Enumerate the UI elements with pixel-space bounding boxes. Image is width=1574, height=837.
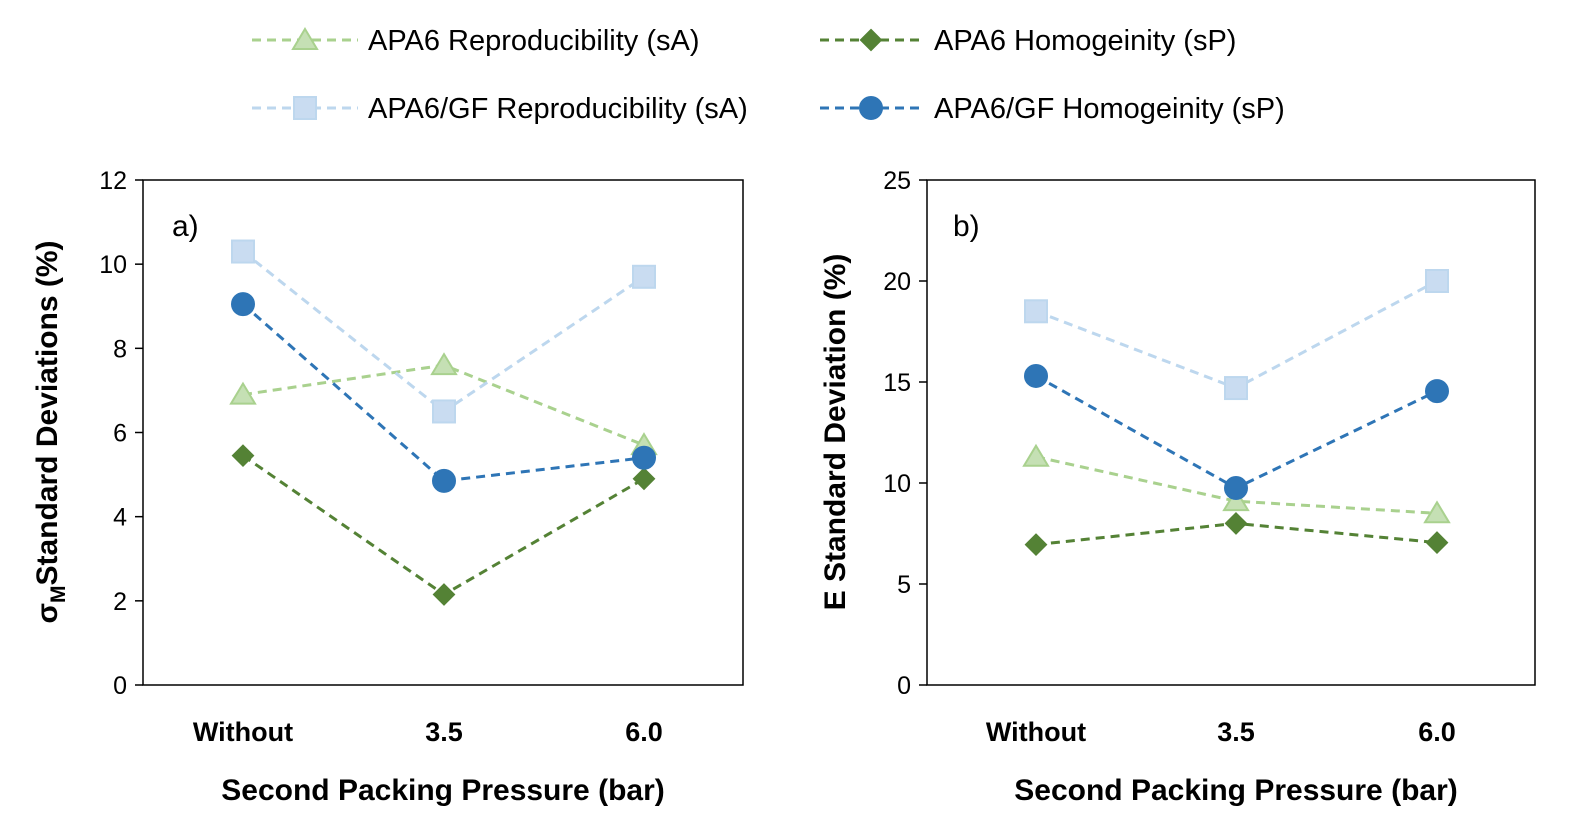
x-tick-label: Without <box>986 717 1086 747</box>
y-tick-label: 20 <box>883 268 911 296</box>
legend-entry-apa6gf-reproducibility: APA6/GF Reproducibility (sA) <box>252 93 748 125</box>
data-point-circle <box>1425 379 1449 404</box>
x-tick-label: 3.5 <box>1217 717 1255 747</box>
data-point-circle <box>432 468 456 493</box>
x-tick-label: 3.5 <box>425 717 463 747</box>
data-point-triangle <box>430 352 458 376</box>
data-point-diamond <box>632 467 656 491</box>
plot-areas: 0 2 4 6 8 10 12 Without 3.5 6.0 0 5 10 15 20 25 Without 3… <box>99 167 1536 747</box>
data-point-diamond <box>1024 533 1048 557</box>
legend-entry-apa6-reproducibility: APA6 Reproducibility (sA) <box>252 25 699 57</box>
y-axis-title-a: σMStandard Deviations (%) <box>31 240 70 623</box>
series-line <box>1035 279 1438 390</box>
x-axis-title-b: Second Packing Pressure (bar) <box>1014 774 1458 807</box>
legend-marker-diamond <box>859 28 883 52</box>
series-apa6-homogeinity-sp <box>231 444 656 606</box>
chart-b: b) Second Packing Pressure (bar) E Stand… <box>819 210 1458 807</box>
y-tick-label: 6 <box>113 420 127 448</box>
legend-label-apa6-reproducibility: APA6 Reproducibility (sA) <box>368 25 699 57</box>
series-apa6-gf-reproducibility-sa <box>1024 269 1449 401</box>
y-tick-label: 15 <box>883 369 911 397</box>
data-point-triangle <box>1222 488 1250 512</box>
legend-entry-apa6gf-homogeinity: APA6/GF Homogeinity (sP) <box>820 93 1285 125</box>
y-tick-label: 8 <box>113 335 127 363</box>
data-point-circle <box>231 292 255 317</box>
x-tick-label: 6.0 <box>625 717 663 747</box>
legend-marker-circle <box>859 96 883 120</box>
series-line <box>1035 455 1438 515</box>
y-tick-label: 4 <box>113 504 127 532</box>
data-point-circle <box>1224 476 1248 501</box>
y-axis-title-a-subscript: M <box>47 586 70 604</box>
series-apa6-gf-homogeinity-sp <box>231 292 656 493</box>
data-point-triangle <box>229 381 257 405</box>
data-point-square <box>231 239 255 264</box>
data-point-triangle <box>1423 500 1451 524</box>
y-tick-label: 10 <box>883 470 911 498</box>
series-apa6-homogeinity-sp <box>1024 511 1449 557</box>
x-tick-label: 6.0 <box>1418 717 1456 747</box>
legend-label-apa6gf-reproducibility: APA6/GF Reproducibility (sA) <box>368 93 748 125</box>
plot-area-a: 0 2 4 6 8 10 12 Without 3.5 6.0 <box>99 167 744 747</box>
data-point-square <box>1224 376 1248 401</box>
legend-label-apa6-homogeinity: APA6 Homogeinity (sP) <box>934 25 1236 57</box>
data-point-diamond <box>1224 511 1248 535</box>
x-tick-label: Without <box>193 717 293 747</box>
panel-label-a: a) <box>172 210 199 243</box>
data-point-triangle <box>1022 443 1050 467</box>
series-apa6-reproducibility-sa <box>1022 443 1451 524</box>
y-tick-label: 5 <box>897 571 911 599</box>
data-point-square <box>632 264 656 289</box>
plot-frame-b <box>926 179 1536 686</box>
y-tick-label: 25 <box>883 167 911 195</box>
series-line <box>242 250 645 414</box>
data-point-square <box>1024 299 1048 324</box>
y-tick-label: 2 <box>113 588 127 616</box>
legend-label-apa6gf-homogeinity: APA6/GF Homogeinity (sP) <box>934 93 1285 125</box>
legend: APA6 Reproducibility (sA) APA6 Homogeini… <box>252 25 1285 125</box>
data-point-diamond <box>432 583 456 606</box>
y-tick-label: 10 <box>99 251 127 279</box>
legend-marker-square <box>293 96 317 120</box>
panel-label-b: b) <box>953 210 980 243</box>
y-axis-title-b: E Standard Deviation (%) <box>819 254 852 611</box>
series-apa6-gf-reproducibility-sa <box>231 239 656 424</box>
series-apa6-gf-homogeinity-sp <box>1024 363 1449 501</box>
data-point-diamond <box>231 444 255 468</box>
data-point-diamond <box>1425 531 1449 555</box>
legend-marker-triangle <box>291 27 319 50</box>
data-point-circle <box>632 445 656 470</box>
y-tick-label: 12 <box>99 167 127 195</box>
data-point-square <box>432 399 456 424</box>
chart-a: a) Second Packing Pressure (bar) σMStand… <box>31 210 665 807</box>
data-point-circle <box>1024 363 1048 388</box>
y-tick-label: 0 <box>897 672 911 700</box>
y-tick-label: 0 <box>113 672 127 700</box>
y-axis-title-a-text: Standard Deviations (%) <box>31 240 64 585</box>
data-point-square <box>1425 269 1449 293</box>
x-axis-title-a: Second Packing Pressure (bar) <box>221 774 665 807</box>
y-axis-title-a-symbol: σ <box>31 603 64 624</box>
legend-entry-apa6-homogeinity: APA6 Homogeinity (sP) <box>820 25 1236 57</box>
plot-area-b: 0 5 10 15 20 25 Without 3.5 6.0 <box>883 167 1536 747</box>
series-line <box>242 303 645 483</box>
